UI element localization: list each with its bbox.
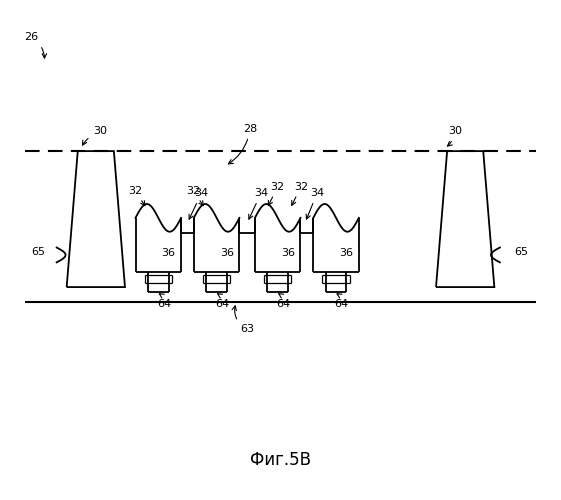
Text: 36: 36 [339,248,353,258]
Text: 64: 64 [157,294,171,310]
Text: 34: 34 [306,188,324,219]
Text: 65: 65 [31,248,45,258]
Text: 32: 32 [128,186,145,206]
Text: 63: 63 [232,306,254,334]
Text: 34: 34 [249,188,268,219]
Text: 65: 65 [514,248,528,258]
Text: 30: 30 [448,126,462,146]
Text: 30: 30 [82,126,107,145]
Text: 36: 36 [281,248,295,258]
Text: 32: 32 [186,186,203,206]
Text: 32: 32 [268,182,285,206]
Text: 34: 34 [189,188,209,219]
Text: 64: 64 [215,294,229,310]
Text: 64: 64 [334,294,348,310]
Text: 32: 32 [292,182,308,206]
Text: 26: 26 [25,32,47,58]
Text: 36: 36 [162,248,176,258]
Text: 64: 64 [276,294,291,310]
Text: Фиг.5В: Фиг.5В [250,451,311,469]
Text: 36: 36 [220,248,234,258]
Text: 28: 28 [228,124,257,164]
